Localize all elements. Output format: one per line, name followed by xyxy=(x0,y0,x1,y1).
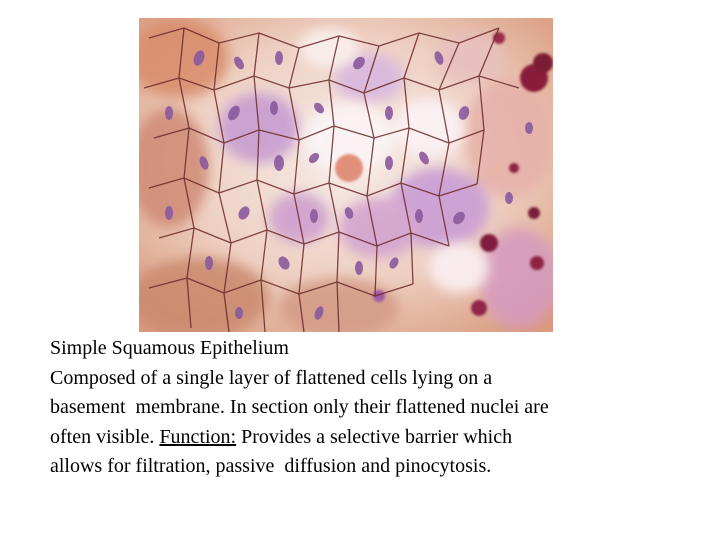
body-line-3-pre: often visible. xyxy=(50,425,160,448)
body-line-3-post: Provides a selective barrier which xyxy=(236,425,513,448)
slide-caption: Simple Squamous Epithelium Composed of a… xyxy=(50,334,710,482)
slide-title: Simple Squamous Epithelium xyxy=(50,337,289,359)
body-line-4: allows for filtration, passive diffusion… xyxy=(50,455,492,477)
function-label: Function: xyxy=(159,425,237,448)
epithelium-micrograph xyxy=(139,18,553,332)
body-line-3: often visible. Function: Provides a sele… xyxy=(50,423,710,453)
body-line-2: basement membrane. In section only their… xyxy=(50,396,549,418)
body-line-1: Composed of a single layer of flattened … xyxy=(50,366,493,389)
